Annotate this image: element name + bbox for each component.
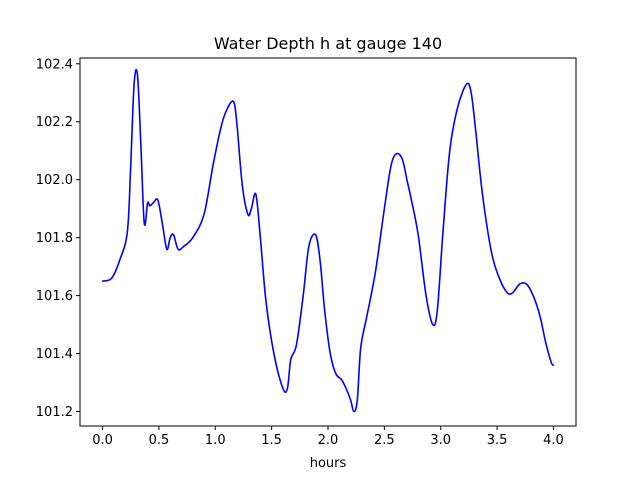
y-tick-label: 102.0 <box>36 173 73 188</box>
x-tick-label: 2.0 <box>318 433 339 448</box>
x-tick-label: 1.0 <box>205 433 226 448</box>
x-tick-label: 3.5 <box>487 433 508 448</box>
x-axis-label: hours <box>310 456 347 471</box>
x-axis-ticks: 0.0 0.5 1.0 1.5 2.0 2.5 3.0 3.5 4.0 <box>92 426 564 448</box>
y-tick-label: 101.2 <box>36 405 73 420</box>
x-tick-label: 4.0 <box>543 433 564 448</box>
x-tick-label: 3.0 <box>430 433 451 448</box>
y-tick-label: 101.4 <box>36 347 73 362</box>
x-tick-label: 2.5 <box>374 433 395 448</box>
plot-area <box>101 68 555 413</box>
y-axis-ticks: 101.2 101.4 101.6 101.8 102.0 102.2 102.4 <box>36 57 80 420</box>
x-tick-label: 0.5 <box>149 433 170 448</box>
series-line-0 <box>101 68 555 413</box>
chart-title: Water Depth h at gauge 140 <box>214 34 442 53</box>
plot-frame <box>79 57 577 427</box>
x-tick-label: 1.5 <box>261 433 282 448</box>
x-tick-label: 0.0 <box>92 433 113 448</box>
y-tick-label: 101.6 <box>36 289 73 304</box>
y-tick-label: 101.8 <box>36 231 73 246</box>
y-tick-label: 102.4 <box>36 57 73 72</box>
y-tick-label: 102.2 <box>36 115 73 130</box>
